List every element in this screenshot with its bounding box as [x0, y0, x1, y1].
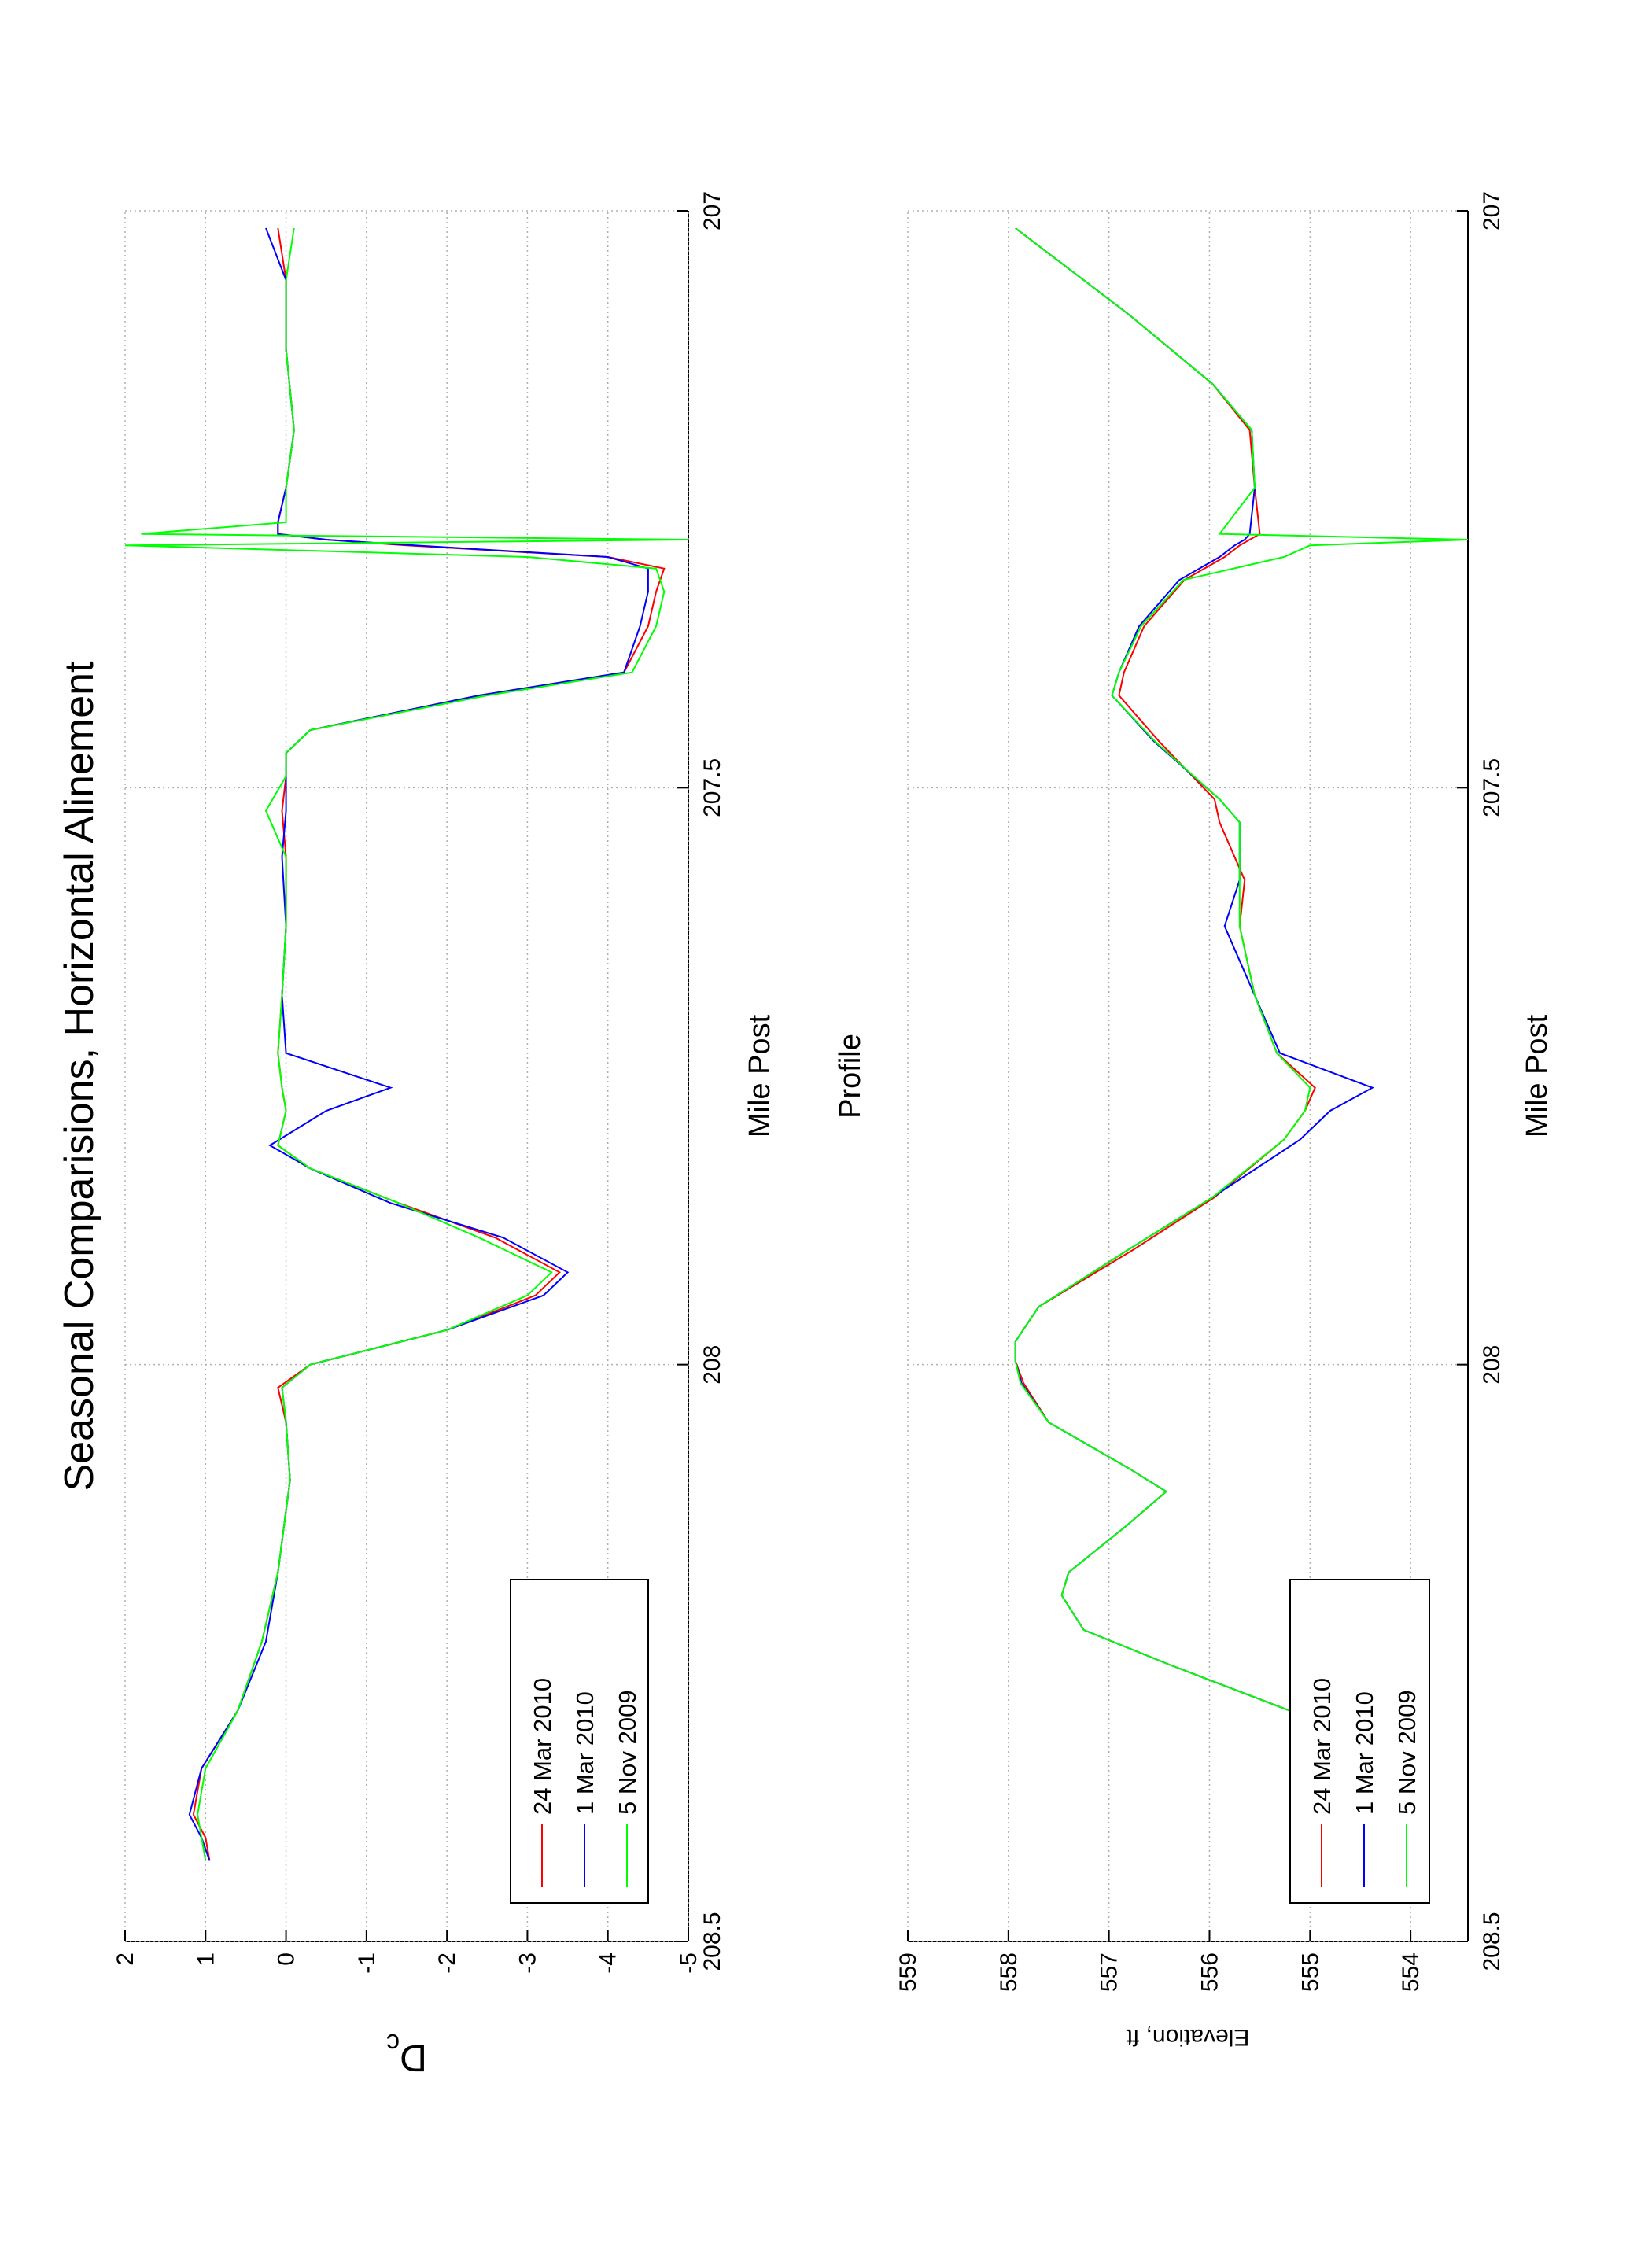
series-line — [1014, 227, 1468, 1712]
legend-label: 1 Mar 2010 — [571, 1691, 599, 1815]
y-tick-label: 554 — [1398, 1953, 1424, 1992]
y-axis-label: Dc — [386, 2028, 427, 2078]
chart-title: Profile — [834, 1034, 867, 1119]
y-tick-label: -4 — [596, 1953, 621, 1974]
x-axis-label: Mile Post — [1521, 1014, 1554, 1138]
legend-box — [1289, 1579, 1430, 1904]
x-tick-label: 207 — [1479, 191, 1505, 230]
x-tick-label: 207 — [699, 191, 725, 230]
legend-label: 5 Nov 2009 — [614, 1690, 641, 1815]
x-tick-label: 207.5 — [699, 758, 725, 817]
y-tick-label: 2 — [112, 1953, 138, 1966]
x-tick-label: 208.5 — [1479, 1912, 1505, 1971]
x-tick-label: 208.5 — [699, 1912, 725, 1971]
y-label-sub: c — [386, 2028, 400, 2058]
y-label-main: D — [400, 2037, 427, 2078]
legend-box — [510, 1579, 649, 1904]
legend-label: 1 Mar 2010 — [1351, 1691, 1378, 1815]
y-axis-label: Elevation, ft — [1126, 2024, 1249, 2050]
y-tick-label: 558 — [996, 1953, 1022, 1992]
y-tick-label: -2 — [434, 1953, 460, 1974]
y-tick-label: 556 — [1197, 1953, 1222, 1992]
legend-label: 5 Nov 2009 — [1393, 1690, 1421, 1815]
rotated-canvas: -5 -4 -3 -2 -1 0 1 2 208.5 208 207.5 207 Seasonal Co… — [57, 191, 1554, 2078]
x-tick-label: 208 — [699, 1345, 725, 1385]
chart-title: Seasonal Comparisions, Horizontal Alinem… — [57, 661, 102, 1492]
y-tick-label: 557 — [1097, 1953, 1123, 1992]
y-tick-label: 0 — [274, 1953, 300, 1966]
y-tick-label: 555 — [1297, 1953, 1323, 1992]
x-axis-label: Mile Post — [743, 1014, 776, 1138]
legend-label: 24 Mar 2010 — [1308, 1678, 1336, 1815]
series-line — [125, 227, 688, 1861]
x-tick-label: 207.5 — [1479, 758, 1505, 817]
y-tick-label: 1 — [193, 1953, 219, 1966]
y-tick-label: -3 — [514, 1953, 540, 1974]
y-tick-label: -1 — [354, 1953, 380, 1974]
y-tick-label: -5 — [676, 1953, 702, 1974]
legend-label: 24 Mar 2010 — [529, 1678, 556, 1815]
y-tick-label: 559 — [895, 1953, 921, 1992]
x-tick-label: 208 — [1479, 1345, 1505, 1385]
